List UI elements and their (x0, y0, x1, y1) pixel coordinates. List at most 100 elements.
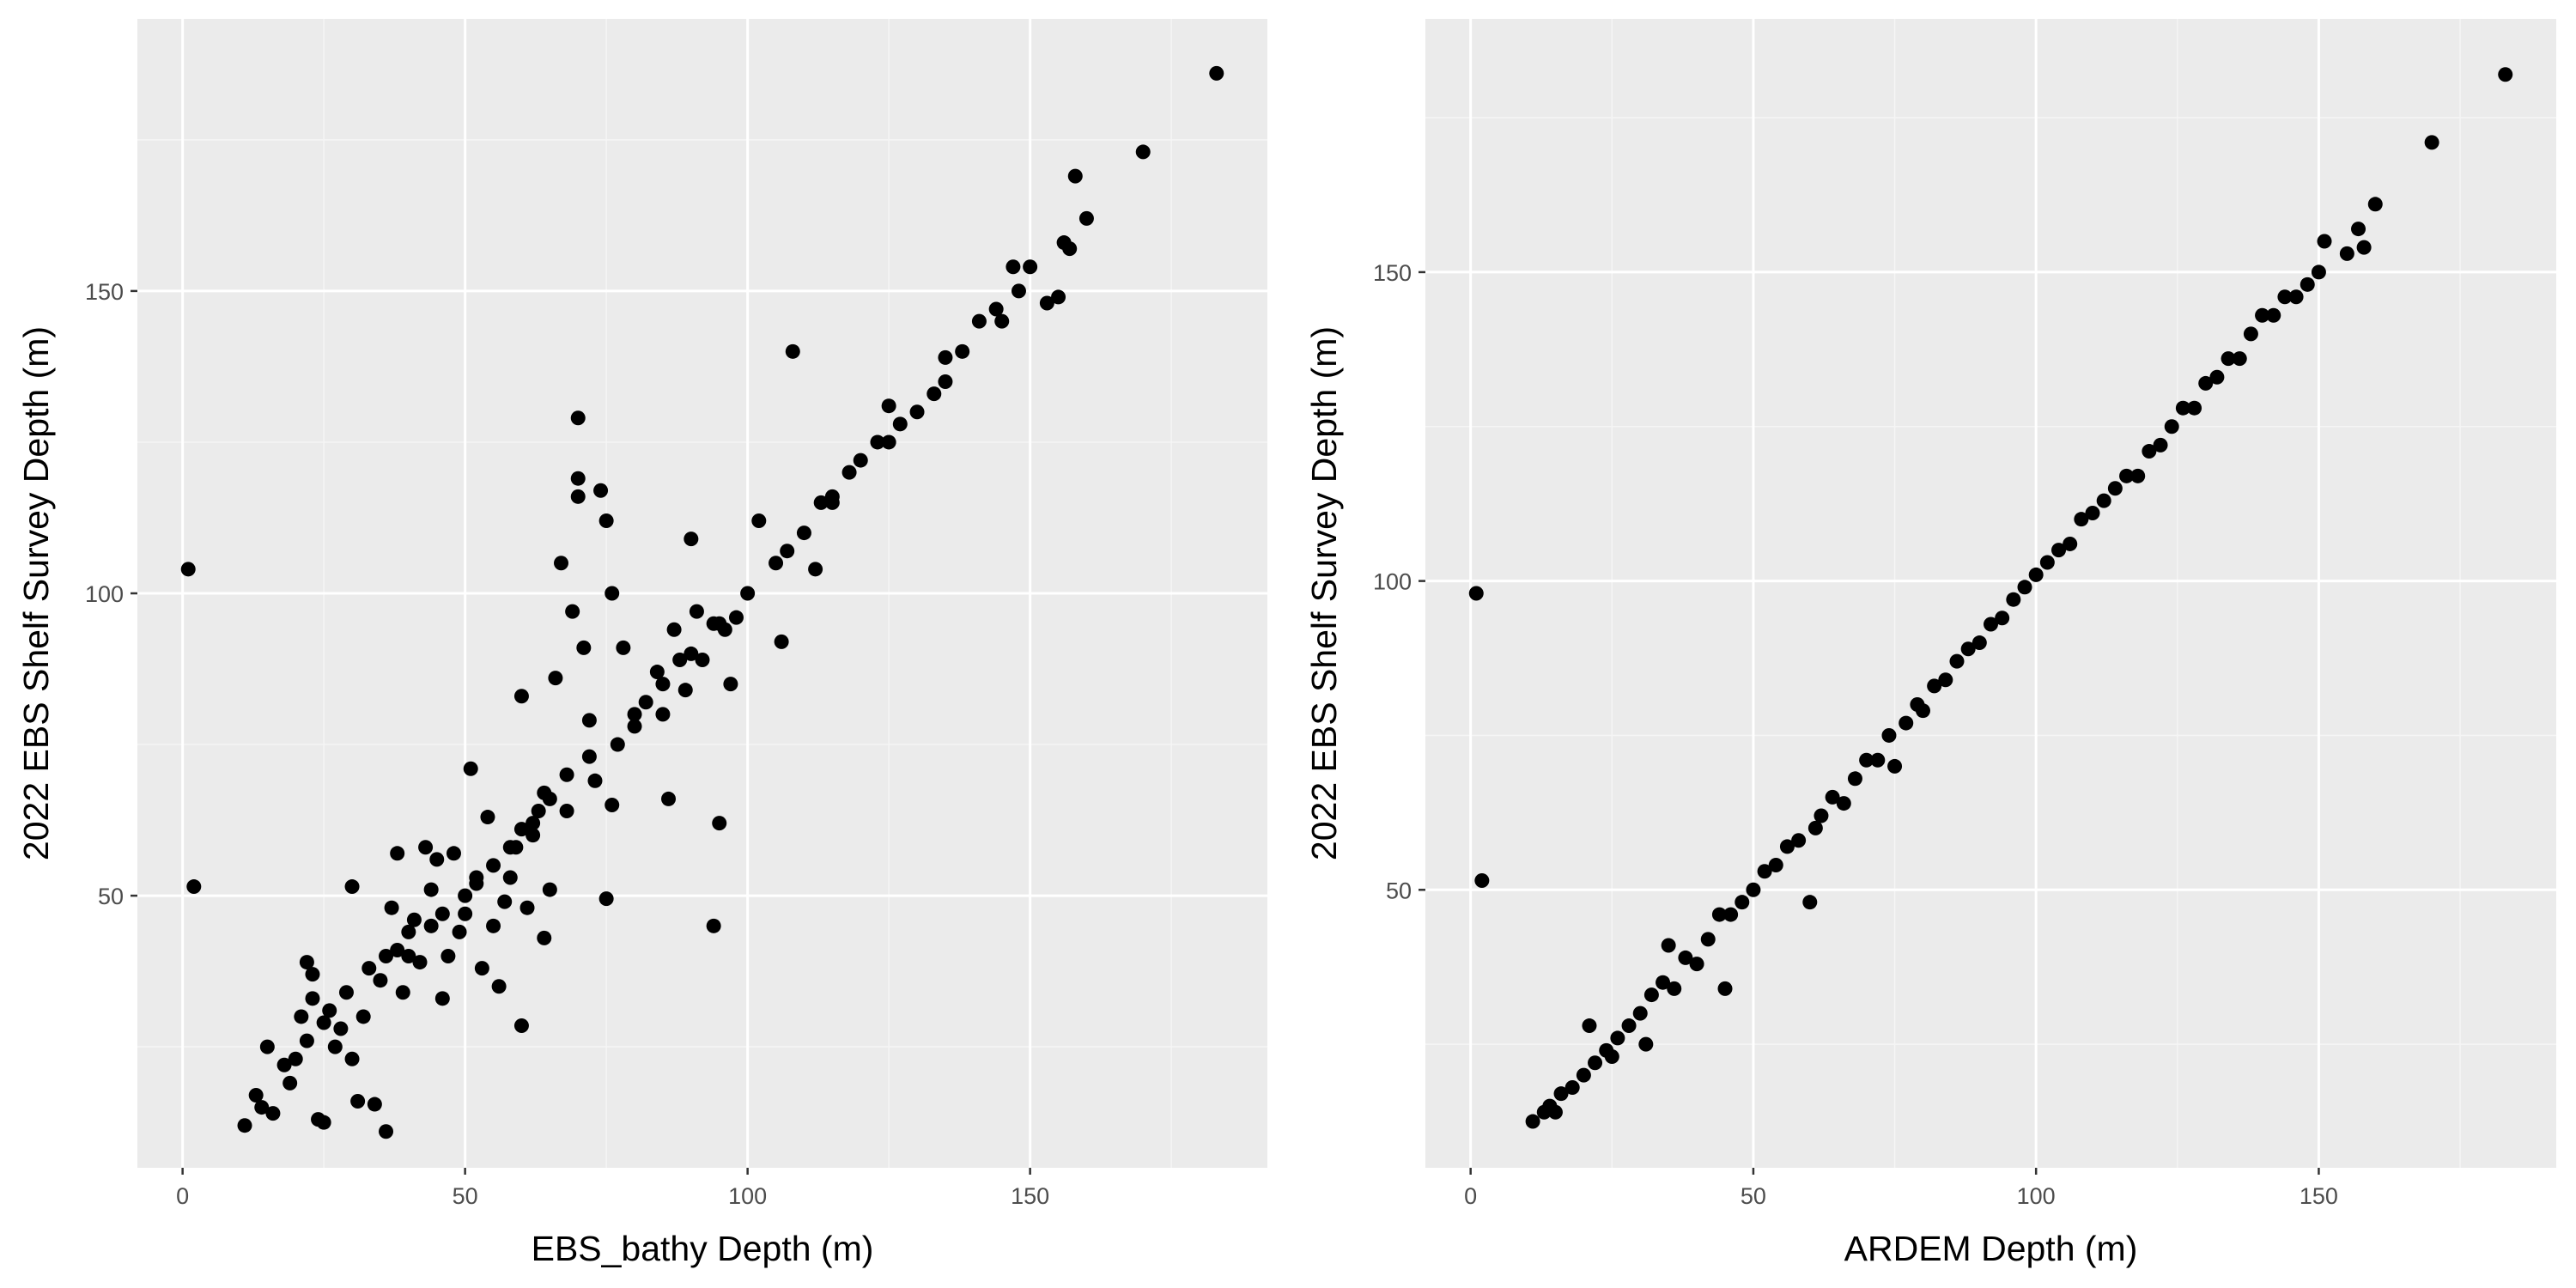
data-point (598, 891, 614, 907)
data-point (796, 526, 811, 541)
data-point (2017, 580, 2032, 595)
data-point (526, 816, 541, 831)
data-point (1610, 1030, 1625, 1046)
data-point (576, 640, 592, 655)
data-point (769, 556, 784, 571)
data-point (1915, 703, 1930, 719)
data-point (689, 604, 704, 619)
data-point (2339, 246, 2354, 261)
data-point (955, 343, 970, 359)
data-point (1661, 938, 1676, 953)
data-point (2051, 543, 2067, 558)
data-point (519, 900, 535, 915)
data-point (1621, 1018, 1637, 1034)
data-point (542, 882, 557, 897)
data-point (1847, 771, 1862, 787)
data-point (491, 979, 507, 994)
data-point (237, 1118, 252, 1133)
data-point (480, 810, 495, 825)
data-point (1960, 641, 1976, 657)
data-point (683, 532, 699, 547)
data-point (1643, 987, 1659, 1003)
data-point (1062, 241, 1078, 257)
data-point (1678, 950, 1693, 965)
x-tick-label: 0 (176, 1183, 189, 1209)
data-point (458, 888, 473, 903)
data-point (418, 840, 434, 855)
data-point (1474, 873, 1490, 888)
data-point (513, 1018, 529, 1034)
data-point (390, 942, 405, 957)
y-tick-label: 50 (98, 884, 124, 909)
data-point (288, 1051, 303, 1066)
data-point (938, 374, 953, 390)
data-point (1011, 283, 1026, 299)
data-point (333, 1021, 349, 1036)
data-point (661, 791, 677, 806)
data-point (706, 918, 721, 933)
data-point (1588, 1055, 1603, 1071)
data-point (1135, 144, 1151, 160)
data-point (299, 1033, 314, 1048)
data-point (1582, 1018, 1597, 1034)
data-point (927, 386, 942, 402)
data-point (2351, 222, 2366, 237)
data-point (616, 640, 631, 655)
data-point (316, 1015, 331, 1030)
y-tick-label: 50 (1386, 878, 1412, 903)
data-point (2039, 555, 2055, 570)
data-point (892, 416, 908, 432)
x-axis-title: EBS_bathy Depth (m) (532, 1229, 874, 1268)
data-point (2498, 67, 2513, 82)
data-point (316, 1115, 331, 1130)
data-point (305, 967, 320, 982)
data-point (265, 1106, 281, 1121)
data-point (406, 912, 422, 927)
data-point (1814, 808, 1829, 823)
data-point (1927, 678, 1942, 694)
data-point (853, 453, 868, 468)
data-point (1802, 895, 1818, 910)
data-point (469, 870, 484, 885)
data-point (259, 1039, 275, 1054)
data-point (677, 683, 693, 698)
data-point (1564, 1079, 1580, 1095)
data-point (276, 1057, 292, 1072)
data-point (2424, 135, 2439, 150)
data-point (429, 852, 445, 867)
data-point (1949, 653, 1965, 669)
data-point (751, 513, 767, 528)
data-point (2367, 197, 2383, 212)
data-point (1039, 295, 1054, 311)
data-point (2085, 505, 2100, 520)
x-tick-label: 50 (453, 1183, 478, 1209)
data-point (565, 604, 580, 619)
data-point (502, 840, 518, 855)
data-point (2317, 234, 2332, 249)
data-point (841, 465, 857, 480)
data-point (649, 665, 665, 680)
data-point (559, 804, 574, 819)
data-point (2130, 468, 2146, 483)
data-point (570, 410, 586, 426)
data-point (971, 313, 987, 329)
data-point (1711, 907, 1727, 922)
data-point (2142, 444, 2157, 459)
data-point (655, 707, 671, 722)
data-point (1887, 758, 1903, 774)
data-points (1468, 67, 2513, 1129)
data-point (1023, 259, 1038, 275)
data-point (728, 610, 744, 625)
data-point (938, 349, 953, 365)
data-point (881, 434, 896, 450)
data-point (813, 495, 829, 510)
data-point (824, 495, 840, 510)
data-point (327, 1039, 343, 1054)
data-point (1938, 672, 1953, 688)
data-point (1005, 259, 1021, 275)
x-axis-title: ARDEM Depth (m) (1844, 1229, 2138, 1268)
data-point (531, 804, 546, 819)
x-tick-label: 100 (2017, 1183, 2056, 1209)
data-point (474, 961, 489, 976)
data-point (909, 404, 925, 420)
